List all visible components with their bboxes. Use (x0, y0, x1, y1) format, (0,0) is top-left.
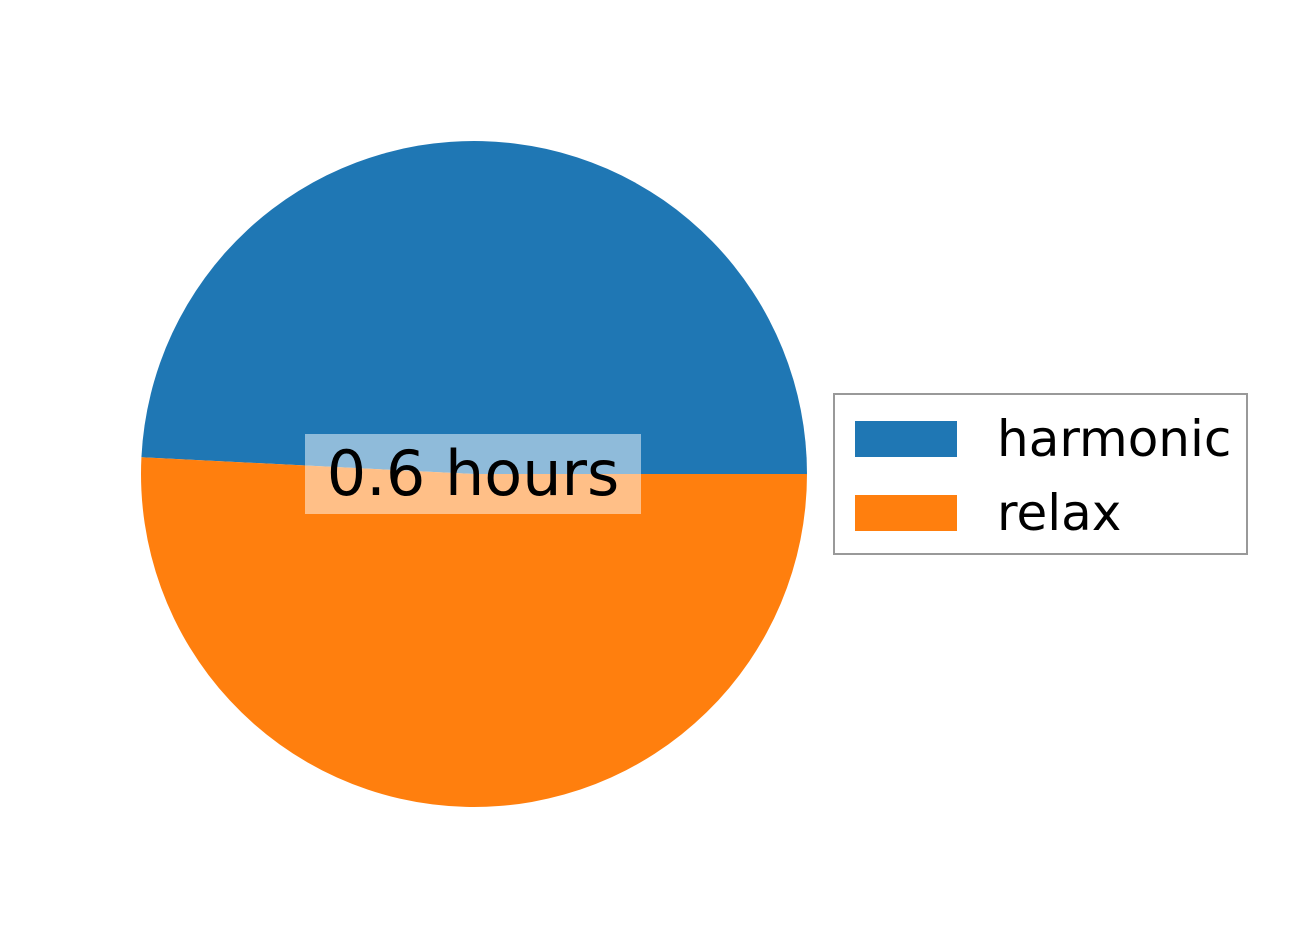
chart-legend: harmonic relax (833, 393, 1248, 555)
legend-color-swatch-harmonic (855, 421, 957, 457)
legend-color-swatch-relax (855, 495, 957, 531)
pie-center-label: 0.6 hours (305, 434, 641, 514)
legend-item-harmonic[interactable]: harmonic (835, 411, 1246, 467)
pie-center-label-text: 0.6 hours (326, 437, 620, 510)
legend-label-harmonic: harmonic (997, 410, 1232, 468)
pie-slice-harmonic[interactable] (141, 140, 808, 474)
legend-label-relax: relax (997, 484, 1122, 542)
pie-slice-relax[interactable] (141, 457, 808, 807)
legend-item-relax[interactable]: relax (835, 485, 1246, 541)
